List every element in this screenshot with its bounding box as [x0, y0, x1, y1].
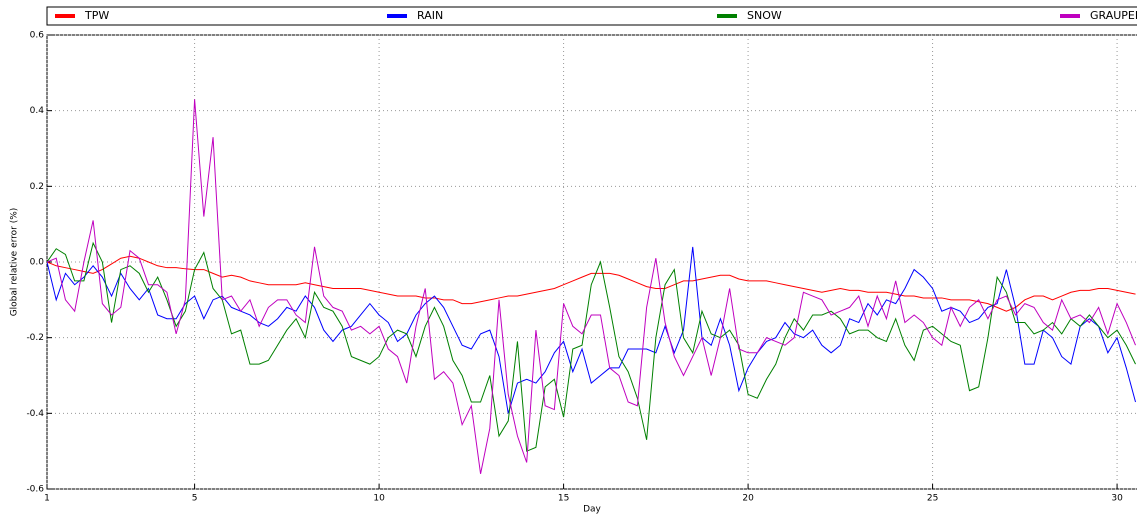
- x-tick-label: 1: [44, 494, 50, 504]
- x-axis-label: Day: [583, 505, 601, 515]
- x-tick-label: 10: [373, 494, 385, 504]
- x-tick-label: 15: [558, 494, 569, 504]
- data-line: [47, 246, 1137, 414]
- y-tick-label: 0.4: [30, 106, 45, 116]
- legend-label: SNOW: [747, 9, 782, 22]
- y-axis-label: Global relative error (%): [10, 208, 20, 317]
- data-line: [47, 241, 1136, 452]
- legend-box: [46, 6, 1137, 26]
- x-tick-label: 25: [927, 494, 938, 504]
- legend-label: GRAUPEL: [1090, 9, 1137, 22]
- legend-label: RAIN: [417, 9, 443, 22]
- legend-label: TPW: [84, 9, 109, 22]
- x-tick-label: 5: [192, 494, 198, 504]
- y-tick-label: -0.2: [26, 333, 44, 343]
- data-line: [47, 255, 1136, 312]
- data-line: [47, 99, 1136, 474]
- y-tick-label: 0.0: [30, 258, 45, 268]
- y-tick-label: -0.6: [26, 485, 44, 495]
- x-tick-label: 30: [1111, 494, 1123, 504]
- y-tick-label: 0.6: [30, 31, 45, 41]
- x-tick-label: 20: [742, 494, 754, 504]
- y-tick-label: 0.2: [30, 182, 44, 192]
- y-tick-label: -0.4: [26, 409, 44, 419]
